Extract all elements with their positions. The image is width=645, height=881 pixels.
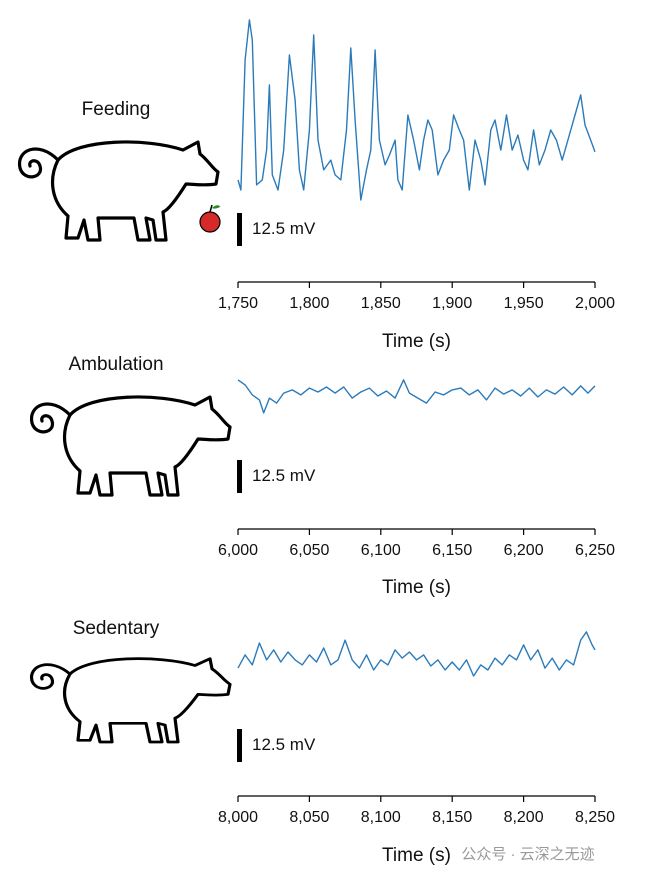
scale-bar-label: 12.5 mV	[252, 735, 316, 754]
x-tick-label: 8,250	[575, 809, 615, 826]
x-tick-label: 8,050	[289, 809, 329, 826]
pig-sedentary	[29, 657, 232, 744]
x-tick-label: 1,900	[432, 295, 472, 312]
scale-bar-label: 12.5 mV	[252, 219, 316, 238]
scale-bar-label: 12.5 mV	[252, 466, 316, 485]
x-tick-label: 8,000	[218, 809, 258, 826]
panel-title: Sedentary	[73, 618, 160, 639]
x-tick-label: 1,850	[361, 295, 401, 312]
x-tick-label: 8,100	[361, 809, 401, 826]
x-tick-label: 8,150	[432, 809, 472, 826]
x-tick-label: 6,050	[289, 542, 329, 559]
panel-title: Feeding	[82, 99, 151, 120]
x-tick-label: 6,100	[361, 542, 401, 559]
x-tick-label: 1,950	[504, 295, 544, 312]
scale-bar	[237, 729, 242, 762]
x-tick-label: 1,800	[289, 295, 329, 312]
x-tick-label: 2,000	[575, 295, 615, 312]
x-tick-label: 8,200	[504, 809, 544, 826]
pig-ambulation	[29, 395, 232, 497]
x-tick-label: 6,000	[218, 542, 258, 559]
signal-line	[237, 631, 596, 677]
x-tick-label: 6,150	[432, 542, 472, 559]
signal-line	[237, 19, 596, 201]
x-tick-label: 6,200	[504, 542, 544, 559]
x-tick-label: 6,250	[575, 542, 615, 559]
watermark: 公众号 · 云深之无迹	[461, 846, 594, 863]
signal-line	[237, 379, 596, 414]
pig-feeding	[17, 140, 220, 242]
x-axis-label: Time (s)	[382, 845, 451, 866]
x-axis-label: Time (s)	[382, 577, 451, 598]
scale-bar	[237, 460, 242, 493]
apple	[199, 204, 221, 233]
x-tick-label: 1,750	[218, 295, 258, 312]
x-axis-label: Time (s)	[382, 331, 451, 352]
panel-title: Ambulation	[68, 354, 163, 375]
scale-bar	[237, 213, 242, 246]
